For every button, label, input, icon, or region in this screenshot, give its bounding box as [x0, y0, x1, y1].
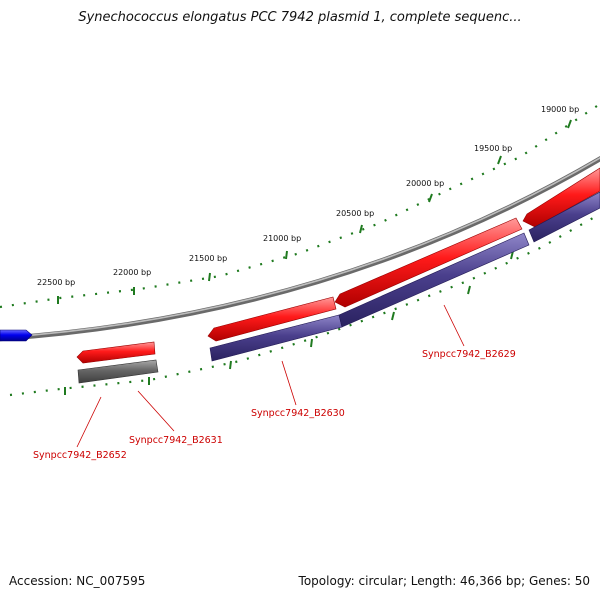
gene-label-Synpcc7942_B2629: Synpcc7942_B2629 — [422, 349, 516, 360]
gene-labels: Synpcc7942_B2629 Synpcc7942_B2630 Synpcc… — [33, 349, 516, 461]
tick-mark — [567, 119, 572, 129]
leader-line — [137, 390, 175, 432]
reverse-cds-long[interactable] — [338, 232, 530, 328]
tick-mark — [467, 285, 471, 295]
scale-ring-inner-dots — [9, 213, 600, 397]
topology-summary: Topology: circular; Length: 46,366 bp; G… — [298, 574, 590, 588]
tick-label-20000: 20000 bp — [406, 179, 444, 188]
forward-strand-features — [76, 167, 600, 364]
tick-mark — [359, 224, 363, 234]
tick-mark — [391, 311, 395, 321]
leader-line — [281, 360, 297, 406]
accession-text: Accession: NC_007595 — [9, 574, 146, 588]
gene-label-Synpcc7942_B2630: Synpcc7942_B2630 — [251, 408, 345, 419]
gene-label-Synpcc7942_B2652: Synpcc7942_B2652 — [33, 450, 127, 461]
tick-mark — [497, 155, 502, 165]
reverse-cds-edge[interactable] — [528, 191, 600, 243]
forward-cds-edge[interactable] — [522, 167, 600, 228]
label-leaders — [76, 304, 465, 448]
blue-feature[interactable] — [0, 329, 33, 342]
tick-mark — [310, 338, 313, 348]
gene-Synpcc7942_B2629-cds[interactable] — [334, 217, 523, 308]
map-title: Synechococcus elongatus PCC 7942 plasmid… — [78, 10, 522, 25]
tick-label-22500: 22500 bp — [37, 278, 75, 287]
gray-feature[interactable] — [77, 359, 159, 384]
tick-label-21000: 21000 bp — [263, 234, 301, 243]
gene-Synpcc7942_B2652-cds[interactable] — [76, 341, 156, 364]
plasmid-backbone — [0, 155, 600, 342]
tick-label-19000: 19000 bp — [541, 105, 579, 114]
scale-ring-inner — [9, 213, 600, 397]
backbone-highlight — [0, 156, 600, 339]
tick-label-19500: 19500 bp — [474, 144, 512, 153]
backbone-shadow — [0, 155, 600, 342]
scale-tick-labels: 19000 bp 19500 bp 20000 bp 20500 bp 2100… — [37, 105, 579, 287]
leader-line — [76, 396, 102, 448]
gene-label-Synpcc7942_B2631: Synpcc7942_B2631 — [129, 435, 223, 446]
tick-mark — [229, 360, 232, 370]
leader-line — [443, 304, 465, 347]
tick-label-22000: 22000 bp — [113, 268, 151, 277]
tick-mark — [285, 250, 288, 260]
tick-label-20500: 20500 bp — [336, 209, 374, 218]
tick-mark — [208, 272, 211, 282]
tick-label-21500: 21500 bp — [189, 254, 227, 263]
reverse-strand-features — [209, 191, 600, 362]
gene-Synpcc7942_B2630-cds[interactable] — [207, 296, 337, 342]
tick-mark — [428, 193, 433, 203]
